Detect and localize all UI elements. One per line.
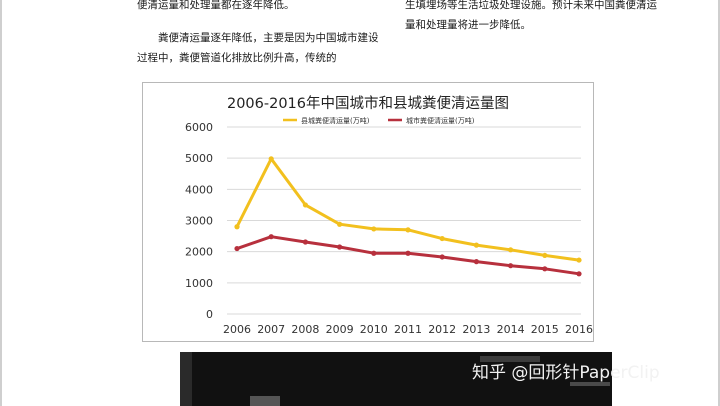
data-point bbox=[337, 221, 343, 227]
right-column-top-text: 生填埋场等生活垃圾处理设施。预计未来中国粪便清运量和处理量将进一步降低。 bbox=[405, 0, 657, 31]
left-edge-strip bbox=[0, 0, 2, 406]
data-point bbox=[405, 227, 411, 233]
chart-title: 2006-2016年中国城市和县城粪便清运量图 bbox=[227, 95, 509, 112]
data-point bbox=[234, 224, 240, 230]
x-tick-label: 2008 bbox=[291, 323, 319, 336]
data-point bbox=[337, 244, 343, 250]
watermark-text: 知乎 @回形针PaperClip bbox=[472, 363, 660, 383]
chart-container: 2006-2016年中国城市和县城粪便清运量图 0 1000 2000 3000 400… bbox=[142, 82, 594, 342]
data-point bbox=[576, 257, 582, 263]
x-tick-label: 2010 bbox=[360, 323, 388, 336]
y-tick-label: 2000 bbox=[185, 246, 213, 259]
right-edge-strip bbox=[718, 0, 720, 406]
line-chart: 2006-2016年中国城市和县城粪便清运量图 0 1000 2000 3000 400… bbox=[185, 95, 593, 336]
data-point bbox=[439, 235, 445, 242]
x-tick-label: 2007 bbox=[257, 323, 285, 336]
y-tick-label: 0 bbox=[206, 308, 213, 321]
y-tick-label: 6000 bbox=[185, 121, 213, 134]
left-column-paragraph: 粪便清运量逐年降低，主要是因为中国城市建设过程中，粪便管道化排放比例升高，传统的 bbox=[137, 32, 379, 64]
data-point bbox=[371, 250, 377, 256]
data-point bbox=[439, 254, 445, 260]
x-tick-label: 2014 bbox=[497, 323, 525, 336]
data-point bbox=[234, 245, 240, 252]
data-point bbox=[473, 242, 479, 248]
data-point bbox=[508, 247, 514, 253]
y-tick-label: 4000 bbox=[185, 183, 213, 196]
left-column-top-text: 便清运量和处理量都在逐年降低。 bbox=[137, 0, 295, 11]
y-tick-label: 5000 bbox=[185, 152, 213, 165]
data-point bbox=[268, 156, 274, 162]
data-point bbox=[302, 202, 308, 208]
data-point bbox=[508, 263, 514, 269]
y-tick-label: 3000 bbox=[185, 215, 213, 228]
x-tick-label: 2012 bbox=[428, 323, 456, 336]
y-tick-label: 1000 bbox=[185, 277, 213, 290]
x-tick-label: 2009 bbox=[326, 323, 354, 336]
photo-detail bbox=[570, 382, 610, 386]
data-point bbox=[542, 266, 548, 272]
x-tick-label: 2006 bbox=[223, 323, 251, 336]
series-line bbox=[235, 157, 581, 262]
x-tick-label: 2015 bbox=[531, 323, 559, 336]
data-point bbox=[371, 226, 377, 232]
x-tick-label: 2013 bbox=[462, 323, 490, 336]
data-point bbox=[576, 271, 582, 277]
x-tick-label: 2016 bbox=[565, 323, 593, 336]
photo-strip bbox=[180, 352, 612, 406]
legend-label: 县城粪便清运量(万吨) bbox=[301, 116, 370, 125]
data-point bbox=[268, 234, 274, 240]
data-point bbox=[405, 250, 411, 256]
photo-detail bbox=[250, 396, 280, 406]
photo-detail bbox=[180, 352, 192, 406]
data-point bbox=[302, 239, 308, 245]
photo-detail bbox=[480, 356, 540, 362]
x-tick-label: 2011 bbox=[394, 323, 422, 336]
data-point bbox=[473, 259, 479, 265]
data-point bbox=[542, 252, 548, 259]
legend-label: 城市粪便清运量(万吨) bbox=[406, 116, 475, 125]
